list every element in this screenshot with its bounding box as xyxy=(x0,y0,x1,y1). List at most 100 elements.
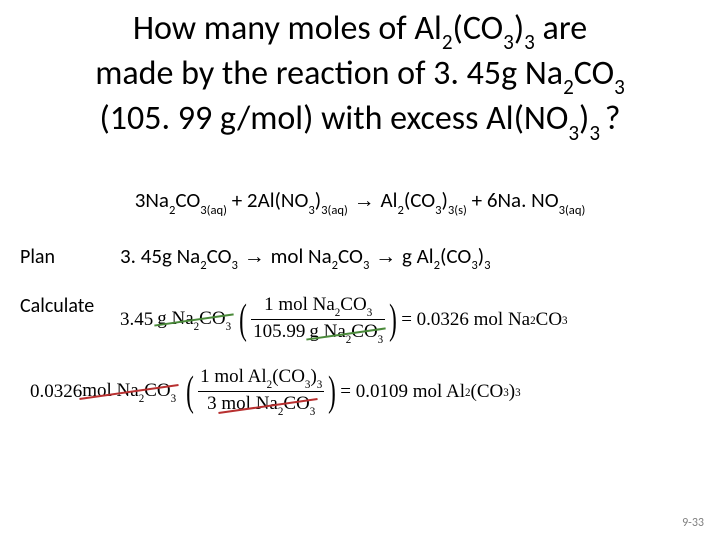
eq-sub: 2 xyxy=(169,203,175,218)
plan-sub: 3 xyxy=(484,258,490,273)
calculation-line-2: 0.0326 mol Na2CO3 ( 1 mol Al2(CO3)3 3 mo… xyxy=(30,366,568,418)
calc-sub: 3 xyxy=(503,387,509,399)
title-line3-a: (105. 99 g/mol) with excess Al(NO xyxy=(99,98,568,139)
eq-text: + 6Na. NO xyxy=(467,187,559,213)
plan-text: 3. 45g Na xyxy=(120,243,200,269)
title-line1-b: (CO xyxy=(453,8,504,49)
plan-label: Plan xyxy=(20,245,120,269)
fraction-denominator: 3 mol Na2CO3 xyxy=(205,393,317,417)
calculations: 3.45 g Na2CO3 ( 1 mol Na2CO3 105.99g Na2… xyxy=(120,294,568,418)
fraction-numerator: 1 mol Al2(CO3)3 xyxy=(198,366,324,390)
calc-text: CO xyxy=(283,393,309,414)
calc-sub: 3 xyxy=(317,379,323,391)
calc-value: 0.0326 xyxy=(30,381,82,403)
plan-sub: 3 xyxy=(471,258,477,273)
title-sub: 3 xyxy=(614,74,625,100)
plan-row: Plan 3. 45g Na2CO3 → mol Na2CO3 → g Al2(… xyxy=(0,227,720,276)
paren-left-icon: ( xyxy=(239,299,248,341)
calculate-row: Calculate 3.45 g Na2CO3 ( 1 mol Na2CO3 1… xyxy=(0,276,720,418)
title-line3-b: ) xyxy=(579,98,589,139)
fraction-bar xyxy=(198,391,324,392)
calc-sub: 2 xyxy=(139,393,145,405)
calc-text: CO xyxy=(340,294,366,315)
fraction-denominator: 105.99g Na2CO3 xyxy=(251,321,385,345)
plan-sub: 2 xyxy=(200,258,206,273)
calc-text: CO xyxy=(351,321,377,342)
fraction: 1 mol Na2CO3 105.99g Na2CO3 xyxy=(251,294,385,346)
calc-text: ) xyxy=(310,366,316,387)
fraction-bar xyxy=(251,319,385,320)
calc-text: CO xyxy=(199,308,225,329)
calc-sub: 2 xyxy=(278,406,284,418)
plan-sub: 3 xyxy=(232,258,238,273)
calc-unit: g xyxy=(157,308,167,329)
title-sub: 2 xyxy=(563,74,574,100)
eq-text: ) xyxy=(442,187,448,213)
title-sub: 3 xyxy=(568,120,579,146)
paren-right-icon: ) xyxy=(328,371,337,413)
plan-text: g Al xyxy=(402,243,434,269)
strike-unit: g Na2CO3 xyxy=(157,308,231,332)
strike-unit: g Na2CO3 xyxy=(309,321,383,345)
eq-sub: 3(aq) xyxy=(321,203,348,218)
title-sub: 3 xyxy=(589,120,604,146)
plan-text: mol Na xyxy=(271,243,332,269)
title-line2-b: CO xyxy=(574,53,614,94)
plan-text: CO xyxy=(338,243,363,269)
title-line1-a: How many moles of Al xyxy=(133,8,442,49)
eq-sub: 3(s) xyxy=(448,203,467,218)
eq-sub: 2 xyxy=(397,203,403,218)
strike-unit: mol Na2CO3 xyxy=(221,393,315,417)
eq-text: (CO xyxy=(404,187,435,213)
calc-sub: 2 xyxy=(465,387,471,399)
title-line2-a: made by the reaction of 3. 45g Na xyxy=(95,53,563,94)
calculation-line-1: 3.45 g Na2CO3 ( 1 mol Na2CO3 105.99g Na2… xyxy=(120,294,568,346)
plan-sub: 2 xyxy=(434,258,440,273)
calc-sub: 3 xyxy=(562,315,568,327)
title-sub: 2 xyxy=(442,29,453,55)
calc-value: 3.45 xyxy=(120,309,153,331)
calc-sub: 3 xyxy=(378,334,384,346)
calc-sub: 3 xyxy=(305,379,311,391)
calc-unit: mol Na xyxy=(221,393,277,414)
calc-text: (CO xyxy=(272,366,305,387)
eq-text: 3Na xyxy=(135,187,169,213)
plan-text: (CO xyxy=(440,243,471,269)
calc-sub: 2 xyxy=(530,315,536,327)
calc-text: 1 mol Na xyxy=(264,294,335,315)
slide-number: 9-33 xyxy=(682,516,704,530)
plan-steps: 3. 45g Na2CO3 → mol Na2CO3 → g Al2(CO3)3 xyxy=(120,243,490,272)
question-title: How many moles of Al2(CO3)3 are made by … xyxy=(0,0,720,153)
calc-text: Na xyxy=(319,321,346,342)
calc-result: = 0.0109 mol Al xyxy=(340,381,465,403)
eq-text: CO xyxy=(175,187,200,213)
title-line1-c: ) xyxy=(514,8,524,49)
plan-text: CO xyxy=(207,243,232,269)
calc-unit: mol Na xyxy=(82,380,138,401)
eq-sub: 3(aq) xyxy=(200,203,227,218)
calc-sub: 2 xyxy=(194,321,200,333)
arrow-icon: → xyxy=(369,245,402,268)
eq-sub: 3(aq) xyxy=(559,203,586,218)
calc-sub: 3 xyxy=(515,387,521,399)
calc-sub: 3 xyxy=(310,406,316,418)
calc-text: Na xyxy=(167,308,194,329)
calc-result: = 0.0326 mol Na xyxy=(401,309,530,331)
calc-sub: 2 xyxy=(346,334,352,346)
paren-right-icon: ) xyxy=(389,299,398,341)
arrow-icon: → xyxy=(348,189,381,212)
arrow-icon: → xyxy=(238,245,271,268)
eq-sub: 3 xyxy=(435,203,441,218)
eq-text: + 2Al(NO xyxy=(227,187,308,213)
calculate-label: Calculate xyxy=(20,294,120,318)
title-line3-c: ? xyxy=(605,98,621,139)
calc-value: 105.99 xyxy=(253,321,305,342)
plan-sub: 2 xyxy=(332,258,338,273)
title-sub: 3 xyxy=(524,29,535,55)
paren-left-icon: ( xyxy=(186,371,195,413)
balanced-equation: 3Na2CO3(aq) + 2Al(NO3)3(aq) → Al2(CO3)3(… xyxy=(0,153,720,226)
calc-sub: 3 xyxy=(171,393,177,405)
plan-sub: 3 xyxy=(363,258,369,273)
title-line1-d: are xyxy=(535,8,587,49)
calc-text: CO xyxy=(536,309,562,331)
